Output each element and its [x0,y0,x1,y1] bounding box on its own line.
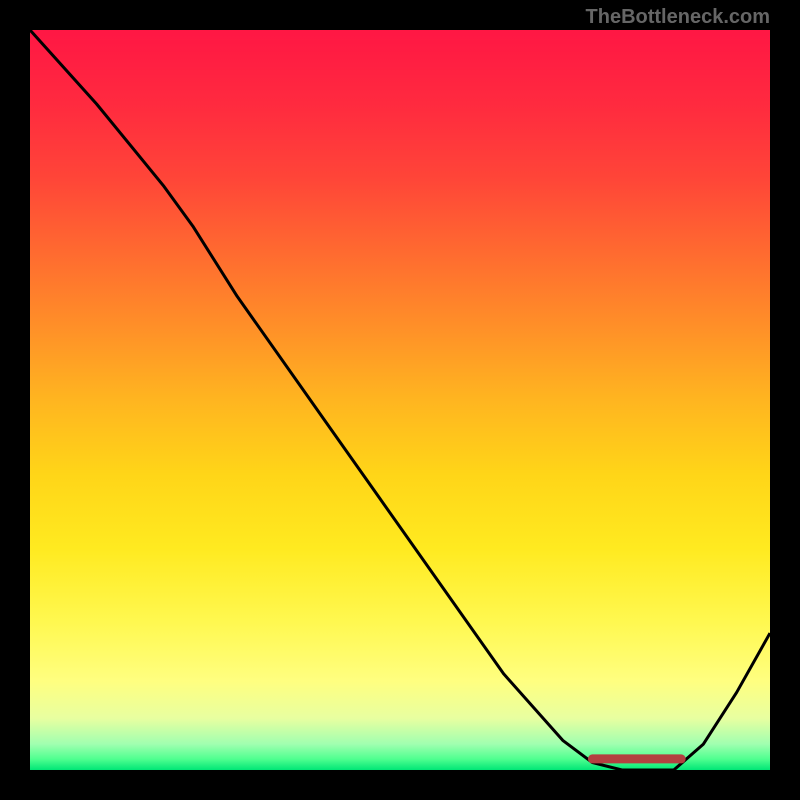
watermark-text: TheBottleneck.com [586,6,770,29]
bottleneck-chart [30,30,770,770]
chart-svg [30,30,770,770]
chart-background [30,30,770,770]
